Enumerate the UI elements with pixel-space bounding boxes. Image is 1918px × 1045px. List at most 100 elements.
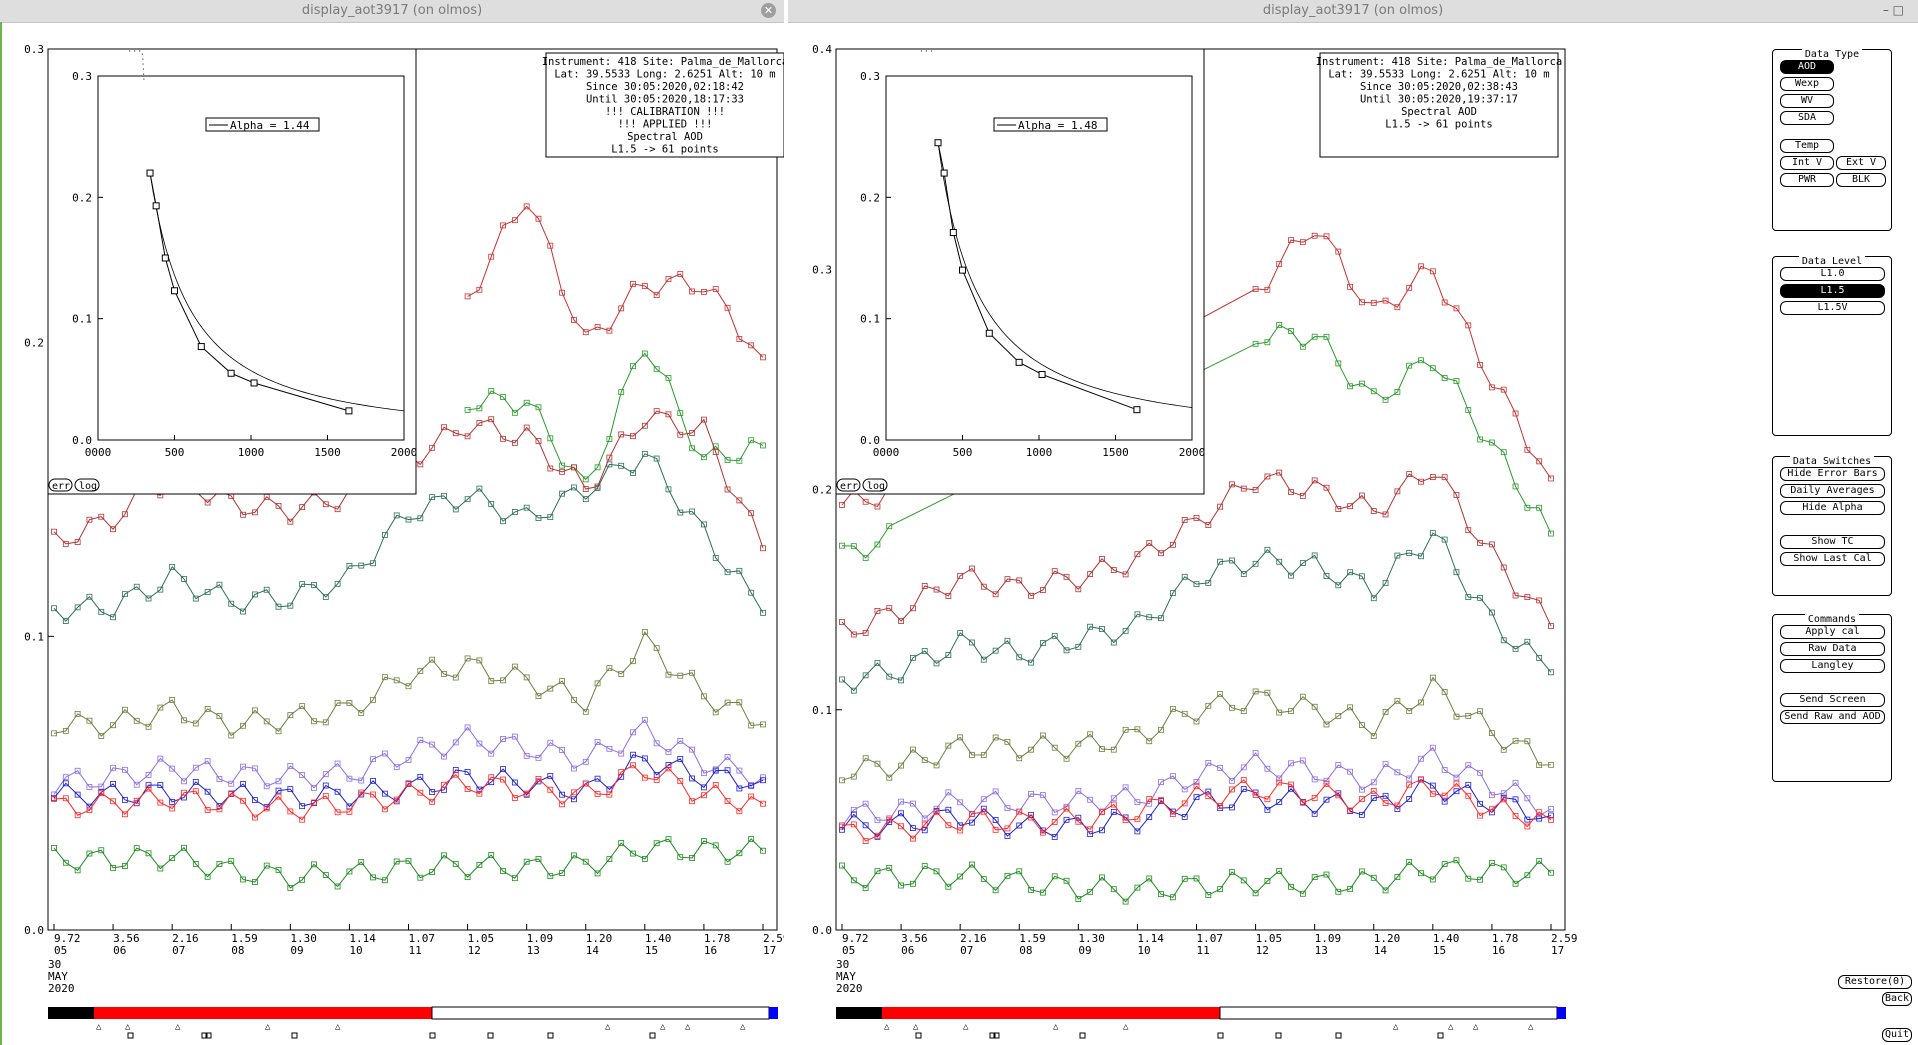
aod-button[interactable]: AOD: [1780, 60, 1834, 74]
data-point: [511, 875, 518, 882]
quit-button[interactable]: Quit: [1882, 1028, 1912, 1042]
data-point: [370, 791, 376, 798]
alpha-legend-box: [993, 117, 1108, 132]
temp-button[interactable]: Temp: [1780, 139, 1834, 153]
x-tick-airmass: 2.59: [763, 932, 784, 945]
window-controls[interactable]: – □: [1882, 3, 1904, 17]
ext-v-button[interactable]: Ext V: [1836, 156, 1886, 170]
show-last-cal-button[interactable]: Show Last Cal: [1780, 552, 1885, 566]
restore-button[interactable]: Restore(0): [1838, 975, 1912, 989]
sda-button[interactable]: SDA: [1780, 111, 1834, 125]
err-button[interactable]: [836, 478, 861, 492]
data-point: [1406, 284, 1413, 291]
data-point: [51, 796, 57, 802]
data-point: [1418, 870, 1424, 877]
y-tick-label: 0.3: [24, 43, 44, 56]
hide-error-bars-button[interactable]: Hide Error Bars: [1780, 467, 1885, 481]
data-point: [169, 563, 176, 570]
data-point: [898, 823, 904, 830]
wexp-button[interactable]: Wexp: [1780, 77, 1834, 91]
data-point: [1311, 776, 1318, 783]
data-point: [1548, 530, 1554, 537]
timebar-marker: △: [660, 1022, 666, 1032]
pwr-button[interactable]: PWR: [1780, 173, 1834, 187]
window-left: display_aot3917 (on olmos) ✕ 0.3 0.2 0.1 0.…: [0, 0, 784, 1045]
command-send-screen-button[interactable]: Send Screen: [1780, 693, 1885, 707]
data-point: [689, 855, 695, 861]
data-point: [511, 509, 518, 515]
data-point: [1382, 297, 1389, 304]
data-point: [862, 630, 869, 636]
data-point: [1276, 469, 1283, 476]
data-point: [653, 408, 660, 415]
x-tick-airmass: 1.78: [1492, 932, 1519, 945]
log-button[interactable]: [74, 478, 100, 492]
daily-averages-button[interactable]: Daily Averages: [1780, 484, 1885, 498]
series-line: [841, 859, 1552, 903]
data-point: [145, 595, 152, 602]
data-point: [630, 729, 636, 736]
data-point: [464, 724, 471, 731]
title-bar[interactable]: display_aot3917 (on olmos) – □: [788, 0, 1918, 23]
data-point: [1169, 541, 1176, 548]
data-point: [181, 844, 187, 851]
level-l10-button[interactable]: L1.0: [1780, 267, 1885, 281]
inset-x-tick-label: 0000: [873, 446, 900, 459]
close-icon[interactable]: ✕: [761, 3, 776, 18]
data-point: [240, 797, 246, 804]
timebar-square-marker: [1275, 1032, 1282, 1039]
data-point: [712, 842, 719, 849]
level-l15-button[interactable]: L1.5: [1780, 284, 1885, 298]
x-tick-day: 12: [1256, 944, 1269, 957]
show-tc-button[interactable]: Show TC: [1780, 535, 1885, 549]
data-point: [1028, 659, 1034, 666]
data-point: [358, 777, 365, 784]
data-point: [582, 496, 589, 503]
command-langley-button[interactable]: Langley: [1780, 659, 1885, 673]
data-point: [1181, 710, 1188, 717]
data-point: [500, 435, 506, 442]
wv-button[interactable]: WV: [1780, 94, 1834, 108]
x-tick-day: 09: [290, 944, 303, 957]
log-button[interactable]: [862, 478, 888, 492]
x-tick-airmass: 2.16: [960, 932, 987, 945]
data-point: [1370, 874, 1377, 881]
x-tick-airmass: 3.56: [901, 932, 928, 945]
command-send-raw-and-aod-button[interactable]: Send Raw and AOD: [1780, 710, 1885, 724]
data-point: [500, 677, 506, 684]
data-point: [1099, 626, 1105, 632]
x-tick-airmass: 1.20: [586, 932, 613, 945]
data-point: [429, 741, 436, 748]
data-point: [192, 788, 199, 795]
data-point: [1039, 792, 1046, 798]
int-v-button[interactable]: Int V: [1780, 156, 1834, 170]
data-point: [216, 806, 223, 813]
timebar-square-marker: [429, 1032, 436, 1039]
back-button[interactable]: Back: [1882, 992, 1912, 1006]
level-l15v-button[interactable]: L1.5V: [1780, 301, 1885, 315]
data-point: [204, 807, 211, 813]
data-point: [86, 717, 93, 724]
x-tick-day: 06: [113, 944, 126, 957]
y-tick-label: 0.1: [812, 704, 832, 717]
err-button-label: err: [840, 481, 858, 492]
data-point: [157, 704, 164, 711]
info-line: !!! CALIBRATION !!!: [605, 106, 725, 118]
alpha-point: [940, 169, 948, 177]
data-point: [133, 583, 140, 590]
blk-button[interactable]: BLK: [1836, 173, 1886, 187]
timebar-square-marker: [915, 1032, 922, 1039]
data-point: [862, 498, 869, 505]
data-point: [429, 444, 436, 451]
data-point: [488, 501, 495, 507]
data-point: [850, 543, 857, 550]
err-button[interactable]: [48, 478, 73, 492]
data-point: [724, 798, 731, 804]
command-raw-data-button[interactable]: Raw Data: [1780, 642, 1885, 656]
command-apply-cal-button[interactable]: Apply cal: [1780, 625, 1885, 639]
title-bar[interactable]: display_aot3917 (on olmos) ✕: [0, 0, 784, 23]
data-point: [476, 740, 483, 747]
data-point: [1512, 645, 1519, 652]
hide-alpha-button[interactable]: Hide Alpha: [1780, 501, 1885, 515]
series-line: [841, 471, 1552, 636]
